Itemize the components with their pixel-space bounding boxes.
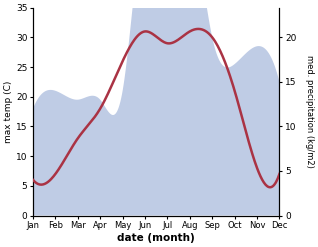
- X-axis label: date (month): date (month): [117, 233, 195, 243]
- Y-axis label: med. precipitation (kg/m2): med. precipitation (kg/m2): [305, 55, 314, 168]
- Y-axis label: max temp (C): max temp (C): [4, 80, 13, 143]
